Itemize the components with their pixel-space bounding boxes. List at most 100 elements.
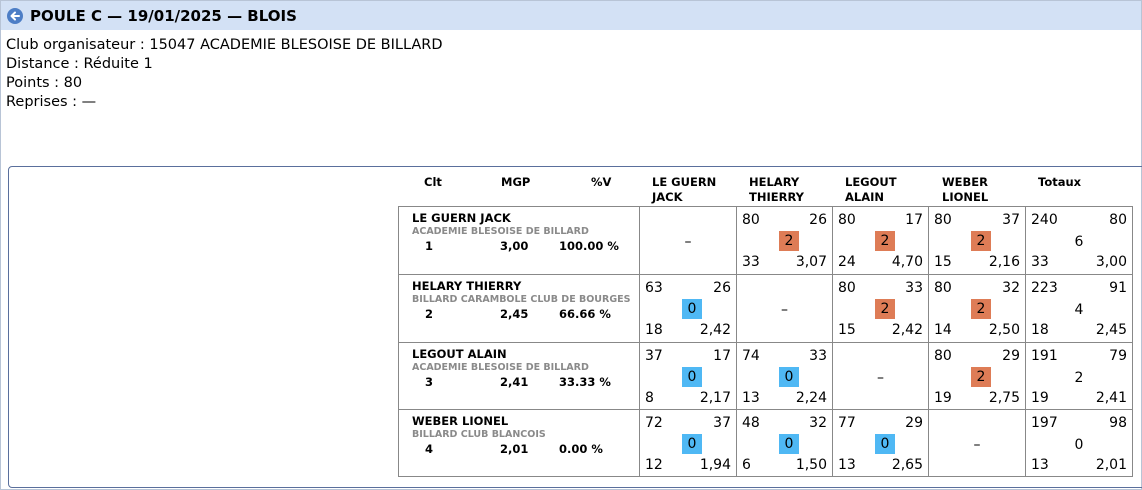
match-cell: – xyxy=(833,343,929,410)
match-cell: 37 17 8 2,17 0 xyxy=(640,343,737,410)
player-clt: 1 xyxy=(425,239,434,253)
cell-top-left: 191 xyxy=(1031,348,1058,364)
totals-cell: 197 98 13 2,01 0 xyxy=(1026,410,1133,477)
cell-top-right: 33 xyxy=(905,280,923,296)
totals-points: 6 xyxy=(1074,234,1084,250)
cell-bottom-right: 2,42 xyxy=(891,322,923,338)
cell-top-right: 98 xyxy=(1109,415,1127,431)
cell-top-right: 33 xyxy=(809,348,827,364)
player-clt: 3 xyxy=(425,375,434,389)
match-cell: 80 33 15 2,42 2 xyxy=(833,275,929,343)
totals-points: 2 xyxy=(1074,370,1084,386)
cell-bottom-right: 2,65 xyxy=(891,457,923,473)
match-cell: – xyxy=(737,275,833,343)
empty-dash: – xyxy=(973,437,981,453)
cell-top-right: 37 xyxy=(1002,212,1020,228)
cell-bottom-right: 2,42 xyxy=(699,322,731,338)
player-club: ACADEMIE BLESOISE DE BILLARD xyxy=(412,226,589,237)
player-club: BILLARD CLUB BLANCOIS xyxy=(412,429,546,440)
cell-bottom-left: 14 xyxy=(934,322,952,338)
cell-bottom-left: 8 xyxy=(645,390,654,406)
match-cell: 63 26 18 2,42 0 xyxy=(640,275,737,343)
player-cell: HELARY THIERRY BILLARD CARAMBOLE CLUB DE … xyxy=(399,275,640,343)
cell-bottom-right: 4,70 xyxy=(891,254,923,270)
player-pv: 33.33 % xyxy=(559,375,611,389)
distance: Distance : Réduite 1 xyxy=(6,56,153,72)
totals-cell: 240 80 33 3,00 6 xyxy=(1026,207,1133,275)
cell-top-left: 72 xyxy=(645,415,663,431)
cell-top-left: 197 xyxy=(1031,415,1058,431)
cell-top-right: 91 xyxy=(1109,280,1127,296)
result-badge: 2 xyxy=(875,231,895,251)
cell-top-left: 223 xyxy=(1031,280,1058,296)
player-cell: LE GUERN JACK ACADEMIE BLESOISE DE BILLAR… xyxy=(399,207,640,275)
cell-bottom-right: 2,16 xyxy=(988,254,1020,270)
result-badge: 2 xyxy=(971,367,991,387)
cell-top-left: 80 xyxy=(934,212,952,228)
result-badge: 0 xyxy=(682,367,702,387)
player-mgp: 2,41 xyxy=(500,375,529,389)
header-opponent: HELARY THIERRY xyxy=(749,175,804,205)
header-opponent-line2: JACK xyxy=(652,190,683,204)
header-clt: Clt xyxy=(424,175,442,189)
points: Points : 80 xyxy=(6,75,83,91)
empty-dash: – xyxy=(877,370,884,386)
player-club: ACADEMIE BLESOISE DE BILLARD xyxy=(412,362,589,373)
header-opponent-line2: LIONEL xyxy=(942,190,989,204)
cell-top-left: 80 xyxy=(934,348,952,364)
cell-bottom-left: 13 xyxy=(838,457,856,473)
results-grid: LE GUERN JACK ACADEMIE BLESOISE DE BILLAR… xyxy=(398,206,1133,477)
player-mgp: 2,45 xyxy=(500,307,529,321)
header-opponent-line2: THIERRY xyxy=(749,190,805,204)
cell-top-right: 37 xyxy=(713,415,731,431)
cell-bottom-right: 3,00 xyxy=(1095,254,1127,270)
totals-points: 0 xyxy=(1074,437,1084,453)
header-pv: %V xyxy=(591,175,612,189)
reprises: Reprises : — xyxy=(6,94,97,110)
cell-top-left: 80 xyxy=(934,280,952,296)
player-name: HELARY THIERRY xyxy=(412,279,522,293)
back-arrow-icon[interactable] xyxy=(7,8,23,24)
cell-bottom-right: 2,45 xyxy=(1095,322,1127,338)
player-clt: 4 xyxy=(425,442,434,456)
header-opponent: LE GUERN JACK xyxy=(652,175,716,205)
result-badge: 0 xyxy=(682,299,702,319)
result-badge: 2 xyxy=(971,299,991,319)
cell-top-right: 32 xyxy=(809,415,827,431)
totals-cell: 223 91 18 2,45 4 xyxy=(1026,275,1133,343)
result-badge: 0 xyxy=(779,434,799,454)
header-opponent: WEBER LIONEL xyxy=(942,175,988,205)
header-mgp: MGP xyxy=(501,175,531,189)
cell-bottom-right: 2,75 xyxy=(988,390,1020,406)
cell-bottom-left: 13 xyxy=(742,390,760,406)
cell-bottom-left: 15 xyxy=(838,322,856,338)
cell-bottom-left: 24 xyxy=(838,254,856,270)
player-cell: WEBER LIONEL BILLARD CLUB BLANCOIS 4 2,01 0.… xyxy=(399,410,640,477)
cell-bottom-left: 18 xyxy=(1031,322,1049,338)
result-badge: 0 xyxy=(875,434,895,454)
player-clt: 2 xyxy=(425,307,434,321)
cell-top-right: 17 xyxy=(713,348,731,364)
header-opponent: LEGOUT ALAIN xyxy=(845,175,897,205)
cell-top-left: 48 xyxy=(742,415,760,431)
cell-bottom-left: 19 xyxy=(934,390,952,406)
header-opponent-line1: LE GUERN xyxy=(652,175,717,189)
header-opponent-line1: WEBER xyxy=(942,175,989,189)
cell-bottom-right: 2,17 xyxy=(699,390,731,406)
player-mgp: 3,00 xyxy=(500,239,529,253)
cell-top-left: 63 xyxy=(645,280,663,296)
cell-bottom-right: 3,07 xyxy=(795,254,827,270)
cell-top-right: 29 xyxy=(1002,348,1020,364)
player-mgp: 2,01 xyxy=(500,442,529,456)
cell-bottom-left: 12 xyxy=(645,457,663,473)
cell-bottom-left: 33 xyxy=(742,254,760,270)
cell-top-left: 74 xyxy=(742,348,760,364)
cell-bottom-right: 2,41 xyxy=(1095,390,1127,406)
empty-dash: – xyxy=(781,302,788,318)
cell-bottom-right: 1,50 xyxy=(795,457,827,473)
cell-top-left: 37 xyxy=(645,348,663,364)
title-bar: POULE C — 19/01/2025 — BLOIS xyxy=(1,1,1141,30)
player-pv: 66.66 % xyxy=(559,307,611,321)
player-name: WEBER LIONEL xyxy=(412,414,509,428)
cell-bottom-left: 6 xyxy=(742,457,751,473)
